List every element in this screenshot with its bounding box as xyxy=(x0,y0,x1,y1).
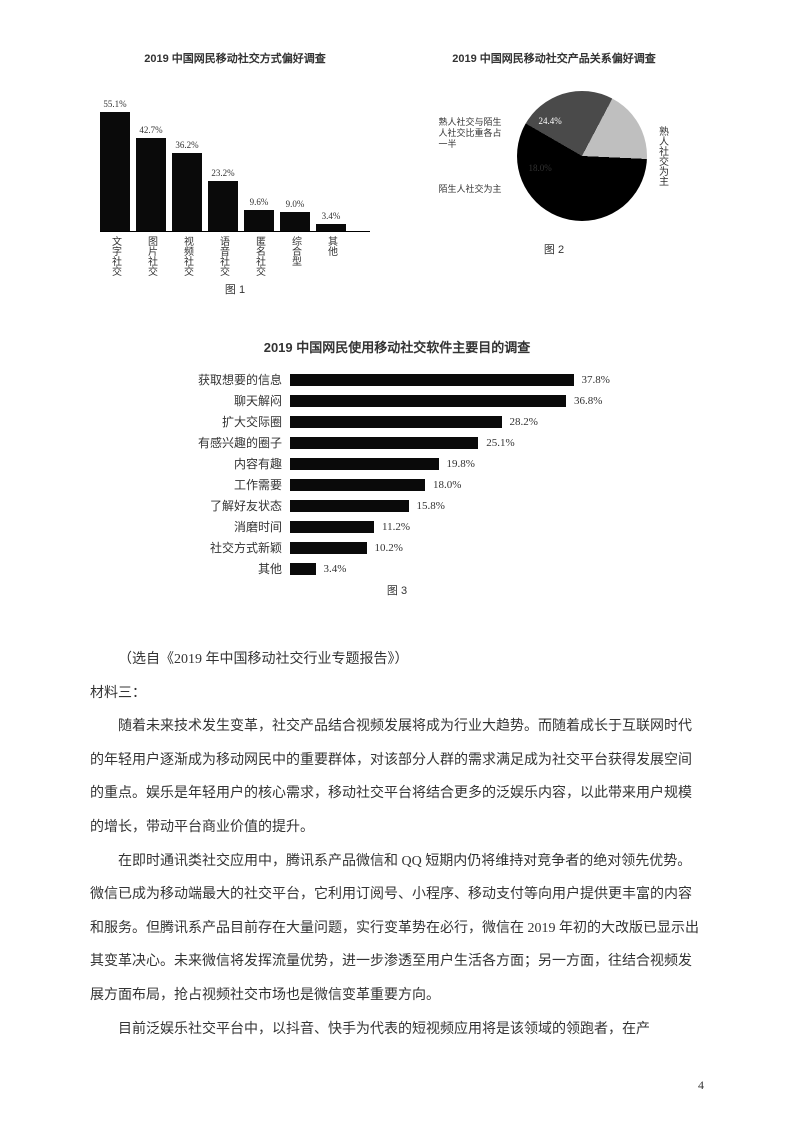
source-line: （选自《2019 年中国移动社交行业专题报告》） xyxy=(90,643,704,677)
fig1-caption: 图 1 xyxy=(100,281,370,297)
page-number: 4 xyxy=(698,1078,704,1093)
fig1-bars-area: 55.1% 42.7% 36.2% 23.2% 9.6% 9.0% 3.4% xyxy=(100,76,370,232)
fig1-bar-label: 文字社交 xyxy=(108,236,123,276)
fig1-bar: 55.1% xyxy=(100,99,130,231)
fig3-row-label: 内容有趣 xyxy=(162,455,290,472)
fig3-row-bar xyxy=(290,563,316,575)
fig3-row-label: 社交方式新颖 xyxy=(162,539,290,556)
fig1-bar: 9.6% xyxy=(244,197,274,231)
fig3-row-bar xyxy=(290,374,574,386)
fig1-bar-rect xyxy=(136,138,166,231)
fig3-row: 其他 3.4% xyxy=(162,560,632,577)
figure-3-hbarchart: 2019 中国网民使用移动社交软件主要目的调查 获取想要的信息 37.8% 聊天解闷… xyxy=(162,337,632,598)
fig1-bar-label: 其他 xyxy=(324,236,339,256)
fig3-row: 了解好友状态 15.8% xyxy=(162,497,632,514)
fig1-bar: 9.0% xyxy=(280,199,310,232)
fig3-row-label: 扩大交际圈 xyxy=(162,413,290,430)
fig3-caption: 图 3 xyxy=(162,582,632,598)
fig2-slice1-label: 熟人社交与陌生人社交比重各占一半 xyxy=(439,117,509,149)
fig1-bar-value: 3.4% xyxy=(322,211,341,221)
fig3-row: 扩大交际圈 28.2% xyxy=(162,413,632,430)
paragraph-1: 随着未来技术发生变革，社交产品结合视频发展将成为行业大趋势。而随着成长于互联网时… xyxy=(90,710,704,844)
figure-row-1: 2019 中国网民移动社交方式偏好调查 55.1% 42.7% 36.2% 23.2%… xyxy=(90,50,704,297)
fig2-pie: 24.4% 18.0% xyxy=(517,91,647,221)
fig1-bar-rect xyxy=(316,224,346,231)
fig3-row-bar xyxy=(290,479,425,491)
fig3-row-value: 19.8% xyxy=(447,458,475,470)
fig1-bar: 42.7% xyxy=(136,125,166,231)
fig3-row-bar xyxy=(290,521,374,533)
fig3-row-label: 工作需要 xyxy=(162,476,290,493)
fig3-row-bar xyxy=(290,416,502,428)
fig3-row-value: 10.2% xyxy=(375,542,403,554)
fig2-slice2-label: 陌生人社交为主 xyxy=(439,184,509,195)
fig3-row-label: 消磨时间 xyxy=(162,518,290,535)
fig3-row-label: 有感兴趣的圈子 xyxy=(162,434,290,451)
fig2-slice2-value: 18.0% xyxy=(529,163,552,173)
fig1-bar-value: 9.6% xyxy=(250,197,269,207)
fig1-bar-value: 42.7% xyxy=(139,125,162,135)
fig2-caption: 图 2 xyxy=(414,241,694,257)
fig3-row-value: 18.0% xyxy=(433,479,461,491)
fig1-bar: 23.2% xyxy=(208,168,238,231)
fig1-bar-label: 匿名社交 xyxy=(252,236,267,276)
figure-1-barchart: 2019 中国网民移动社交方式偏好调查 55.1% 42.7% 36.2% 23.2%… xyxy=(100,50,370,297)
fig3-row-label: 其他 xyxy=(162,560,290,577)
fig3-row: 社交方式新颖 10.2% xyxy=(162,539,632,556)
fig3-row-bar xyxy=(290,542,367,554)
fig3-row-label: 了解好友状态 xyxy=(162,497,290,514)
fig3-row: 聊天解闷 36.8% xyxy=(162,392,632,409)
fig3-row-value: 37.8% xyxy=(582,374,610,386)
fig1-bar-label: 语音社交 xyxy=(216,236,231,276)
material-heading: 材料三： xyxy=(90,677,704,711)
fig1-title: 2019 中国网民移动社交方式偏好调查 xyxy=(100,50,370,66)
body-text: （选自《2019 年中国移动社交行业专题报告》） 材料三： 随着未来技术发生变革… xyxy=(90,643,704,1046)
fig1-bar-value: 23.2% xyxy=(211,168,234,178)
fig2-title: 2019 中国网民移动社交产品关系偏好调查 xyxy=(414,50,694,66)
fig2-slice1-value: 24.4% xyxy=(539,116,562,126)
fig3-row-value: 36.8% xyxy=(574,395,602,407)
paragraph-2: 在即时通讯类社交应用中，腾讯系产品微信和 QQ 短期内仍将维持对竞争者的绝对领先… xyxy=(90,845,704,1013)
fig3-row: 消磨时间 11.2% xyxy=(162,518,632,535)
fig3-row-bar xyxy=(290,437,478,449)
fig1-bar-rect xyxy=(280,212,310,232)
fig1-bar-value: 36.2% xyxy=(175,140,198,150)
fig3-row-bar xyxy=(290,395,566,407)
fig3-row-bar xyxy=(290,500,409,512)
fig1-bar-label: 图片社交 xyxy=(144,236,159,276)
fig3-row-label: 聊天解闷 xyxy=(162,392,290,409)
fig3-row-value: 25.1% xyxy=(486,437,514,449)
fig1-bar-label: 视频社交 xyxy=(180,236,195,276)
figure-2-piechart: 2019 中国网民移动社交产品关系偏好调查 熟人社交与陌生人社交比重各占一半 陌… xyxy=(414,50,694,297)
fig1-bar-label: 综合型 xyxy=(288,236,303,266)
fig3-row-value: 28.2% xyxy=(510,416,538,428)
fig3-row-value: 3.4% xyxy=(324,563,347,575)
fig3-row: 工作需要 18.0% xyxy=(162,476,632,493)
fig1-xlabels: 文字社交 图片社交 视频社交 语音社交 匿名社交 综合型 其他 xyxy=(100,232,370,276)
fig3-row: 内容有趣 19.8% xyxy=(162,455,632,472)
fig1-bar: 3.4% xyxy=(316,211,346,231)
fig1-bar-rect xyxy=(244,210,274,231)
fig2-left-labels: 熟人社交与陌生人社交比重各占一半 陌生人社交为主 xyxy=(439,117,509,195)
fig3-row-bar xyxy=(290,458,439,470)
fig3-row: 有感兴趣的圈子 25.1% xyxy=(162,434,632,451)
fig3-title: 2019 中国网民使用移动社交软件主要目的调查 xyxy=(162,337,632,356)
fig1-bar-rect xyxy=(100,112,130,231)
fig1-bar: 36.2% xyxy=(172,140,202,231)
fig3-rows: 获取想要的信息 37.8% 聊天解闷 36.8% 扩大交际圈 28.2% 有感兴趣的圈子 25… xyxy=(162,371,632,577)
fig2-slice3-label: 熟人社交为主 xyxy=(655,126,670,186)
paragraph-3: 目前泛娱乐社交平台中，以抖音、快手为代表的短视频应用将是该领域的领跑者，在产 xyxy=(90,1013,704,1047)
fig1-bar-rect xyxy=(208,181,238,231)
fig1-bar-rect xyxy=(172,153,202,231)
fig1-bar-value: 9.0% xyxy=(286,199,305,209)
fig1-bar-value: 55.1% xyxy=(103,99,126,109)
fig3-row-value: 11.2% xyxy=(382,521,410,533)
fig3-row-value: 15.8% xyxy=(417,500,445,512)
fig3-row-label: 获取想要的信息 xyxy=(162,371,290,388)
fig3-row: 获取想要的信息 37.8% xyxy=(162,371,632,388)
